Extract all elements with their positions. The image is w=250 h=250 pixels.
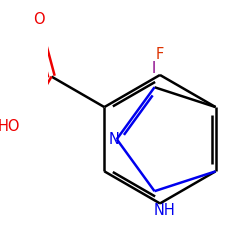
Text: I: I <box>152 61 156 76</box>
Text: F: F <box>156 47 164 62</box>
Text: O: O <box>33 12 44 27</box>
Text: N: N <box>109 132 120 147</box>
Text: NH: NH <box>154 203 175 218</box>
Text: HO: HO <box>0 119 20 134</box>
